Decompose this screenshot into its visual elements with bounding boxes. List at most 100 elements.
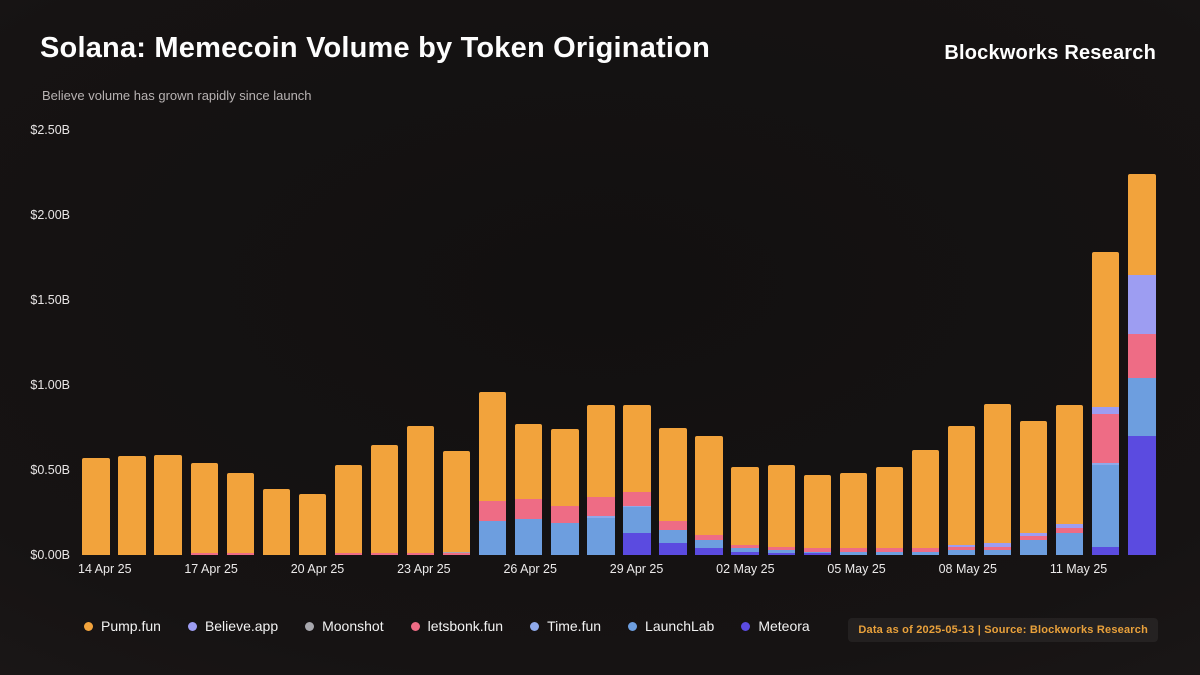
bar-segment-pump-fun (1019, 420, 1048, 533)
stacked-bar[interactable] (875, 130, 904, 555)
legend-item-pump-fun[interactable]: Pump.fun (84, 618, 161, 634)
legend-item-time-fun[interactable]: Time.fun (530, 618, 601, 634)
bar-slot (619, 130, 655, 555)
bar-slot (1088, 130, 1124, 555)
bar-segment-launchlab (551, 522, 579, 555)
x-tick-label: 14 Apr 25 (78, 562, 132, 576)
stacked-bar[interactable] (118, 130, 146, 555)
bar-segment-launchlab (1056, 532, 1084, 555)
bar-segment-pump-fun (442, 451, 471, 552)
stacked-bar[interactable] (154, 130, 182, 555)
bar-segment-pump-fun (262, 488, 291, 555)
bar-segment-letsbonk-fun (515, 498, 543, 520)
bar-segment-pump-fun (226, 473, 254, 554)
bar-segment-pump-fun (587, 405, 615, 498)
bar-slot (186, 130, 222, 555)
stacked-bar[interactable] (1019, 130, 1048, 555)
bar-segment-letsbonk-fun (479, 500, 507, 521)
x-tick-label: 20 Apr 25 (290, 562, 345, 576)
bar-segment-letsbonk-fun (442, 553, 471, 555)
stacked-bar[interactable] (406, 130, 435, 555)
page-title: Solana: Memecoin Volume by Token Origina… (40, 32, 710, 64)
bar-segment-believe-app (947, 544, 976, 547)
stacked-bar[interactable] (442, 130, 471, 555)
legend-item-believe-app[interactable]: Believe.app (187, 618, 279, 634)
stacked-bar[interactable] (298, 130, 327, 555)
bar-slot (944, 130, 980, 555)
y-tick-label: $0.00B (30, 548, 70, 562)
stacked-bar[interactable] (479, 130, 507, 555)
bar-segment-pump-fun (118, 456, 146, 555)
bar-segment-pump-fun (479, 391, 507, 501)
y-tick-label: $1.00B (30, 378, 70, 392)
bar-segment-pump-fun (515, 424, 543, 499)
bar-segment-meteora (623, 532, 651, 555)
bar-slot (655, 130, 691, 555)
bar-segment-meteora (803, 553, 831, 555)
legend-item-meteora[interactable]: Meteora (741, 618, 810, 634)
bar-segment-pump-fun (767, 464, 795, 547)
legend-item-moonshot[interactable]: Moonshot (305, 618, 384, 634)
stacked-bar[interactable] (1092, 130, 1120, 555)
stacked-bar[interactable] (262, 130, 291, 555)
bar-slot (330, 130, 366, 555)
stacked-bar[interactable] (911, 130, 940, 555)
stacked-bar[interactable] (334, 130, 363, 555)
bar-slot (403, 130, 439, 555)
bar-slot (1124, 130, 1160, 555)
legend-item-letsbonk-fun[interactable]: letsbonk.fun (410, 618, 503, 634)
stacked-bar[interactable] (947, 130, 976, 555)
bar-slot (691, 130, 727, 555)
bar-segment-believe-app (1056, 524, 1084, 528)
legend-label: Believe.app (204, 618, 279, 634)
bar-slot (871, 130, 907, 555)
legend-item-launchlab[interactable]: LaunchLab (628, 618, 714, 634)
bar-segment-pump-fun (1128, 174, 1156, 275)
stacked-bar[interactable] (587, 130, 615, 555)
stacked-bar[interactable] (839, 130, 868, 555)
stacked-bar[interactable] (1056, 130, 1084, 555)
stacked-bar[interactable] (1128, 130, 1156, 555)
bar-segment-pump-fun (983, 403, 1012, 544)
bar-slot (511, 130, 547, 555)
y-tick-label: $2.00B (30, 208, 70, 222)
bar-segment-pump-fun (1092, 252, 1120, 408)
legend-dot (628, 621, 638, 631)
bar-slot (1016, 130, 1052, 555)
stacked-bar[interactable] (226, 130, 254, 555)
bar-segment-pump-fun (659, 427, 687, 522)
legend-label: LaunchLab (645, 618, 715, 634)
stacked-bar[interactable] (695, 130, 723, 555)
stacked-bar[interactable] (623, 130, 651, 555)
bar-segment-time-fun (587, 515, 615, 518)
stacked-bar[interactable] (82, 130, 110, 555)
stacked-bar[interactable] (731, 130, 759, 555)
bar-slot (367, 130, 403, 555)
bar-slot (114, 130, 150, 555)
bar-segment-launchlab (767, 549, 795, 554)
stacked-bar[interactable] (659, 130, 687, 555)
bar-segment-letsbonk-fun (659, 521, 687, 530)
bar-segment-letsbonk-fun (767, 546, 795, 550)
bar-segment-pump-fun (370, 444, 399, 554)
legend-dot (530, 621, 540, 631)
brand-logo: Blockworks Research (944, 42, 1156, 64)
stacked-bar[interactable] (551, 130, 579, 555)
stacked-bar[interactable] (983, 130, 1012, 555)
bar-segment-pump-fun (911, 449, 940, 549)
bar-segment-pump-fun (1056, 405, 1084, 525)
bar-segment-launchlab (479, 521, 507, 555)
bar-segment-believe-app (1019, 532, 1048, 537)
legend-dot (741, 621, 751, 631)
x-tick-label: 02 May 25 (716, 562, 775, 576)
stacked-bar[interactable] (190, 130, 218, 555)
stacked-bar[interactable] (370, 130, 399, 555)
stacked-bar[interactable] (767, 130, 795, 555)
stacked-bar[interactable] (803, 130, 831, 555)
stacked-bar[interactable] (515, 130, 543, 555)
bar-segment-letsbonk-fun (983, 546, 1012, 550)
bar-segment-pump-fun (731, 466, 759, 545)
legend-dot (84, 621, 93, 631)
bar-segment-letsbonk-fun (839, 548, 868, 552)
bar-segment-letsbonk-fun (406, 553, 435, 555)
